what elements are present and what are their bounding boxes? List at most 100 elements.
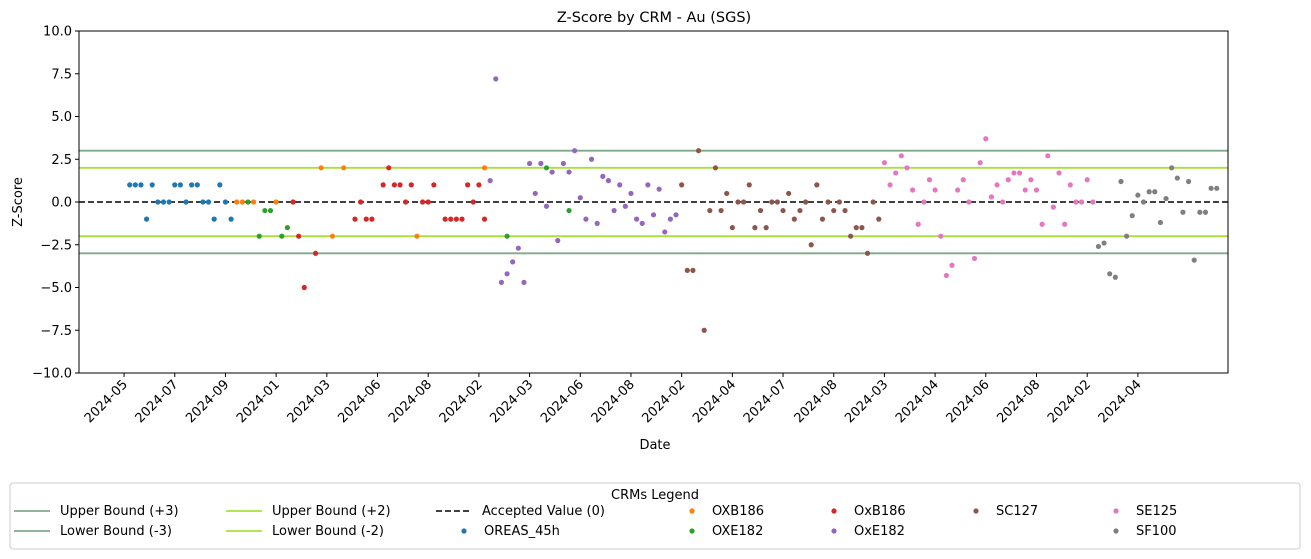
legend-item-upper-bound-2: Upper Bound (+2)	[226, 504, 391, 519]
point-oreas-45h	[183, 199, 189, 205]
point-oxe182	[532, 190, 538, 197]
point-oxe182	[662, 229, 668, 235]
point-sf100	[1185, 178, 1192, 185]
point-oxe182	[262, 207, 268, 214]
point-oxe182	[622, 203, 628, 209]
point-sc127	[797, 207, 803, 214]
point-oreas-45h	[222, 199, 229, 205]
legend-title: CRMs Legend	[611, 488, 699, 503]
point-se125	[887, 182, 893, 188]
point-sc127	[808, 242, 814, 248]
point-se125	[1028, 177, 1034, 183]
point-oxb186	[296, 233, 302, 239]
point-oreas-45h	[166, 199, 172, 205]
point-se125	[938, 233, 944, 239]
point-oxe182	[560, 160, 566, 167]
point-se125	[893, 170, 899, 176]
point-oxb186	[481, 216, 488, 222]
point-oreas-45h	[205, 199, 212, 205]
point-sf100	[1118, 178, 1124, 185]
point-oxe182	[493, 76, 499, 82]
point-se125	[881, 160, 888, 166]
point-sc127	[774, 199, 781, 205]
series-sc127	[679, 148, 882, 333]
point-oreas-45h	[172, 182, 178, 188]
point-sc127	[825, 199, 831, 205]
point-se125	[1039, 221, 1045, 227]
legend-item-se125: SE125	[1113, 504, 1177, 519]
point-oxb186	[380, 182, 386, 188]
point-sc127	[859, 225, 865, 231]
legend-swatch	[1113, 528, 1119, 534]
reference-lines	[79, 149, 1228, 255]
point-sf100	[1202, 209, 1209, 215]
legend-swatch	[1113, 508, 1119, 514]
point-sc127	[752, 225, 758, 231]
point-se125	[1011, 170, 1017, 176]
point-oxe182	[628, 190, 634, 197]
point-se125	[904, 165, 910, 171]
point-oxb186	[419, 199, 426, 205]
point-oxb186	[391, 182, 398, 188]
series-oreas-45h	[127, 182, 234, 222]
legend-item-oreas-45h: OREAS_45h	[461, 524, 560, 539]
legend-item-sc127: SC127	[973, 504, 1038, 519]
point-sc127	[848, 233, 854, 239]
point-sf100	[1197, 209, 1203, 215]
point-sc127	[836, 199, 842, 205]
point-oxb186	[369, 216, 375, 222]
point-oreas-45h	[132, 182, 138, 188]
point-sc127	[741, 199, 747, 205]
point-oxb186	[301, 284, 307, 291]
y-tick-label: 0.0	[51, 196, 72, 211]
legend-swatch	[831, 508, 837, 514]
y-tick-label: −5.0	[40, 281, 72, 296]
series-sf100	[1095, 165, 1220, 280]
point-oxb186	[481, 165, 488, 171]
point-oxb186	[465, 182, 471, 188]
legend-item-lower-bound-3: Lower Bound (-3)	[14, 524, 172, 539]
point-sf100	[1095, 243, 1102, 250]
point-oxe182	[572, 148, 578, 154]
point-oxe182	[583, 216, 589, 222]
y-axis-title: Z-Score	[11, 177, 26, 227]
point-se125	[1084, 177, 1090, 183]
point-oxe182	[577, 195, 583, 201]
y-tick-label: 7.5	[51, 67, 72, 82]
point-sf100	[1157, 219, 1164, 226]
point-se125	[1000, 199, 1006, 205]
point-oxb186	[290, 199, 296, 205]
point-sc127	[695, 148, 702, 154]
point-se125	[1090, 199, 1096, 205]
chart-title: Z-Score by CRM - Au (SGS)	[557, 10, 751, 26]
point-sf100	[1112, 274, 1118, 280]
point-oxe182	[645, 182, 651, 188]
point-se125	[926, 177, 933, 183]
point-sc127	[701, 327, 707, 333]
point-sf100	[1124, 233, 1130, 239]
point-se125	[1050, 204, 1056, 210]
point-oreas-45h	[143, 216, 150, 222]
point-sc127	[729, 225, 735, 231]
point-oreas-45h	[149, 182, 155, 188]
point-oxb186	[408, 182, 414, 188]
legend-label: OxB186	[854, 504, 906, 519]
legend-swatch	[973, 508, 979, 514]
point-oreas-45h	[155, 199, 161, 205]
point-se125	[1067, 182, 1073, 188]
point-se125	[988, 194, 995, 200]
point-sc127	[802, 199, 809, 205]
point-se125	[909, 187, 916, 193]
point-se125	[1033, 187, 1040, 193]
point-oxb186	[453, 216, 459, 222]
point-sc127	[712, 165, 719, 171]
point-sf100	[1208, 185, 1214, 191]
point-sc127	[757, 207, 764, 214]
point-oxb186	[318, 165, 324, 171]
legend-item-oxe182: OxE182	[831, 524, 905, 539]
series-oxe182	[487, 76, 679, 285]
point-sc127	[718, 207, 724, 214]
legend-label: Lower Bound (-3)	[60, 524, 172, 539]
point-se125	[955, 187, 961, 193]
legend-item-lower-bound-2: Lower Bound (-2)	[226, 524, 384, 539]
